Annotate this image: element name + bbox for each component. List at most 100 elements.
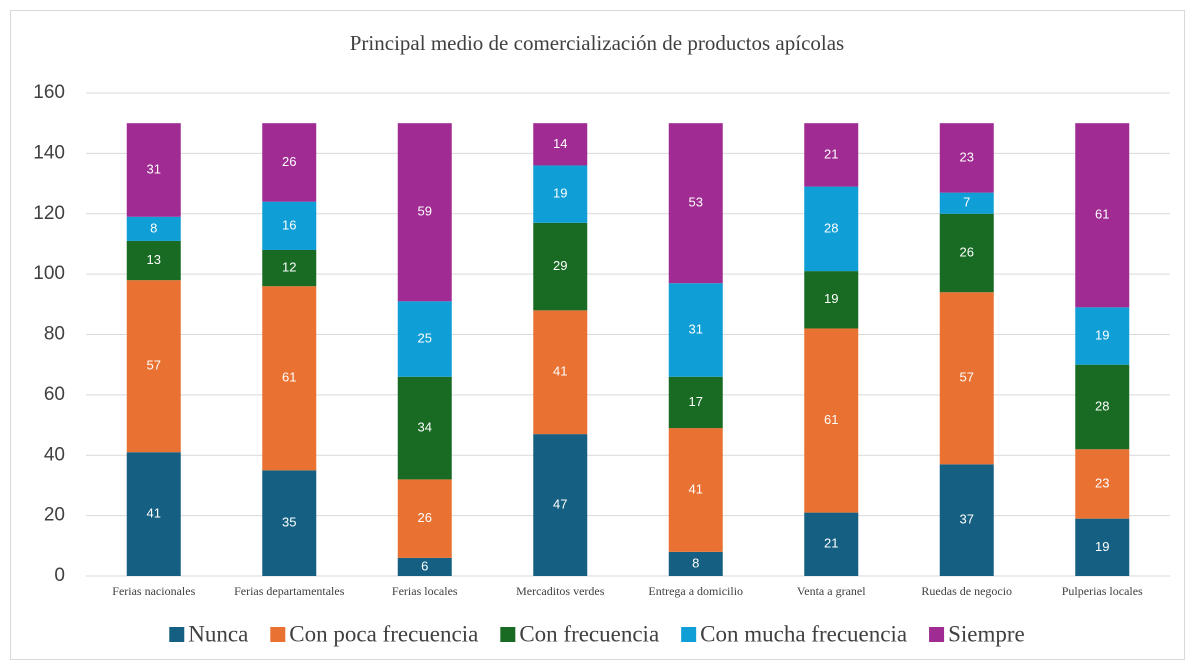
bar-segment — [126, 452, 181, 576]
data-label: 57 — [147, 358, 161, 373]
bar-segment — [1075, 123, 1130, 308]
data-label: 41 — [553, 364, 567, 379]
data-label: 23 — [1095, 475, 1109, 490]
legend-label: Con poca frecuencia — [289, 621, 478, 646]
data-label: 19 — [1095, 327, 1109, 342]
bar-segment — [668, 123, 723, 284]
bar-segment — [1075, 518, 1130, 576]
data-label: 61 — [1095, 207, 1109, 222]
data-label: 19 — [824, 291, 838, 306]
y-tick-label: 120 — [33, 203, 65, 224]
bar-segment — [1075, 364, 1130, 450]
legend-swatch — [169, 627, 185, 642]
bar-segment — [668, 283, 723, 377]
bar-segment — [939, 464, 994, 576]
bar-segment — [262, 249, 317, 287]
bar-segment — [126, 216, 181, 241]
y-tick-label: 80 — [44, 324, 65, 345]
data-label: 35 — [282, 515, 296, 530]
data-label: 16 — [282, 217, 296, 232]
data-label: 29 — [553, 258, 567, 273]
bar-segment — [939, 213, 994, 293]
data-label: 8 — [150, 220, 157, 235]
x-tick-label: Ferias locales — [392, 584, 458, 598]
bar-segment — [533, 434, 588, 576]
y-tick-label: 60 — [44, 384, 65, 405]
y-tick-label: 140 — [33, 142, 65, 163]
bar-segment — [939, 292, 994, 465]
bar-segment — [939, 123, 994, 193]
legend-label: Con mucha frecuencia — [700, 621, 907, 646]
data-label: 21 — [824, 536, 838, 551]
legend-swatch — [500, 627, 516, 642]
bar-segment — [804, 186, 859, 272]
data-label: 7 — [963, 195, 970, 210]
bar-segment — [397, 301, 452, 377]
bar-segment — [126, 280, 181, 453]
bar-segment — [126, 123, 181, 217]
x-tick-label: Pulperias locales — [1062, 584, 1143, 598]
bar-segment — [804, 512, 859, 576]
data-label: 57 — [960, 370, 974, 385]
bar-segment — [262, 201, 317, 250]
data-label: 19 — [1095, 539, 1109, 554]
bar-segment — [1075, 307, 1130, 365]
data-label: 14 — [553, 136, 567, 151]
data-label: 34 — [418, 420, 432, 435]
x-tick-label: Entrega a domicilio — [648, 584, 743, 598]
data-label: 41 — [147, 506, 161, 521]
data-label: 31 — [147, 161, 161, 176]
legend-label: Nunca — [188, 621, 248, 646]
data-label: 47 — [553, 496, 567, 511]
legend-label: Siempre — [948, 621, 1025, 646]
y-tick-label: 160 — [33, 82, 65, 103]
bar-segment — [262, 123, 317, 202]
data-label: 17 — [689, 394, 703, 409]
bar-segment — [533, 310, 588, 435]
legend-swatch — [929, 627, 945, 642]
bar-segment — [262, 470, 317, 576]
bar-segment — [533, 123, 588, 166]
data-label: 28 — [824, 220, 838, 235]
bar-segment — [397, 123, 452, 302]
data-label: 26 — [418, 510, 432, 525]
data-label: 19 — [553, 186, 567, 201]
bar-segment — [397, 376, 452, 480]
data-label: 8 — [692, 555, 699, 570]
bar-segment — [804, 123, 859, 187]
data-label: 12 — [282, 260, 296, 275]
bar-segment — [262, 286, 317, 471]
bar-segment — [126, 240, 181, 281]
data-label: 26 — [282, 154, 296, 169]
bar-segment — [397, 557, 452, 576]
data-label: 26 — [960, 244, 974, 259]
bar-segment — [533, 165, 588, 223]
y-tick-label: 40 — [44, 444, 65, 465]
y-tick-label: 20 — [44, 505, 65, 526]
data-label: 53 — [689, 195, 703, 210]
data-label: 25 — [418, 330, 432, 345]
bar-segment — [668, 376, 723, 429]
bar-segment — [668, 428, 723, 552]
data-label: 37 — [960, 512, 974, 527]
data-label: 61 — [282, 370, 296, 385]
y-tick-label: 100 — [33, 263, 65, 284]
data-label: 41 — [689, 481, 703, 496]
data-label: 13 — [147, 252, 161, 267]
x-tick-label: Ruedas de negocio — [921, 584, 1012, 598]
x-tick-label: Venta a granel — [797, 584, 866, 598]
x-tick-label: Ferias nacionales — [112, 584, 195, 598]
data-label: 6 — [421, 558, 428, 573]
bar-segment — [804, 328, 859, 513]
bar-segment — [1075, 449, 1130, 519]
bar-segment — [397, 479, 452, 558]
legend-label: Con frecuencia — [519, 621, 659, 646]
data-label: 31 — [689, 321, 703, 336]
data-label: 23 — [960, 149, 974, 164]
bar-segment — [939, 192, 994, 214]
bar-segment — [668, 551, 723, 576]
data-label: 59 — [418, 204, 432, 219]
legend-swatch — [681, 627, 697, 642]
bar-segment — [804, 271, 859, 329]
